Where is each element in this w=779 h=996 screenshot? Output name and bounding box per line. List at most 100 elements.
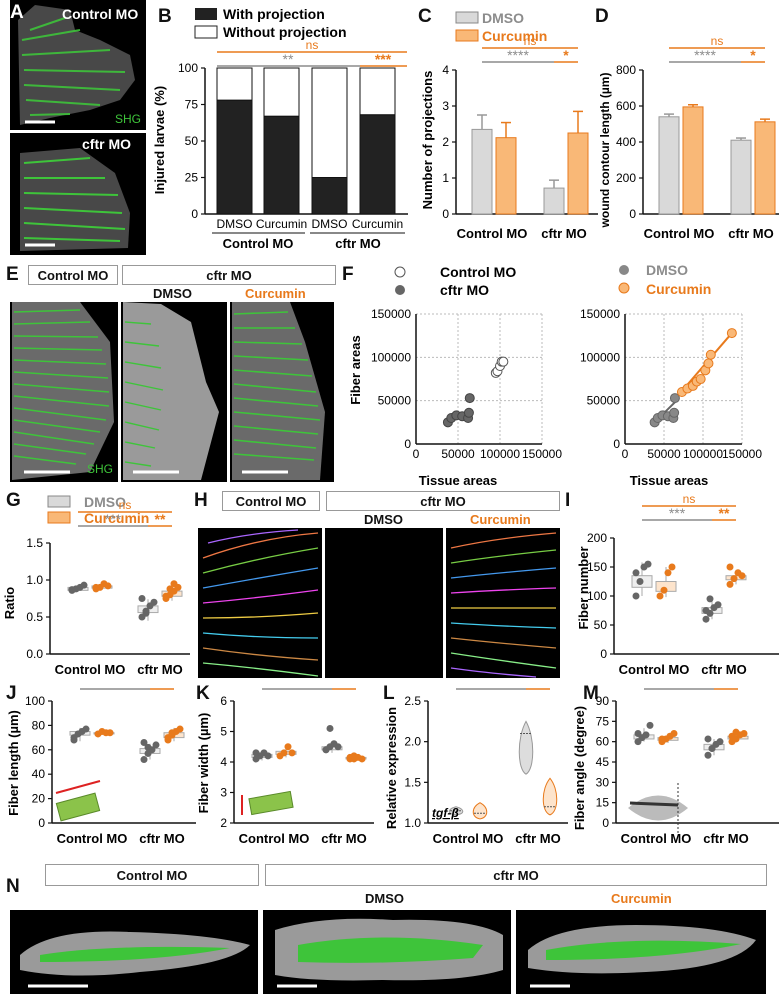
legend-with-swatch — [195, 8, 217, 20]
panel-m-label: M — [583, 683, 599, 704]
panel-n-image-3 — [516, 910, 766, 994]
data-point — [730, 575, 738, 583]
sig-1: **** — [507, 47, 529, 63]
data-point — [714, 601, 722, 609]
panel-k-chart: Fiber width (µm) 23456ns***Control MOcft… — [196, 683, 374, 846]
data-point — [170, 580, 178, 588]
panel-g-label: G — [6, 490, 21, 511]
panel-n-image-1 — [10, 910, 258, 994]
data-point — [660, 586, 668, 594]
panel-a-top-image — [10, 0, 146, 130]
gene-label: tgf-β — [432, 806, 459, 820]
y-tick-label: 75 — [596, 714, 610, 728]
sig-1: **** — [480, 683, 502, 690]
sig-2: * — [563, 47, 569, 63]
panel-c-chart: DMSO Curcumin Number of projections 0 1 2 3… — [420, 10, 598, 241]
panel-f-label: F — [342, 264, 354, 285]
panel-h-image-3 — [446, 528, 560, 678]
data-point — [106, 729, 114, 737]
panel-d-label: D — [595, 6, 609, 27]
y-tick-label: 6 — [220, 694, 227, 708]
panel-b-label: B — [158, 6, 172, 27]
legend-curcumin: Curcumin — [482, 28, 547, 44]
data-point — [358, 755, 366, 763]
fin-image-control — [12, 302, 114, 480]
sig-1: * — [294, 683, 300, 690]
y-tick-label: 20 — [32, 792, 46, 806]
x-group-label: Control MO — [621, 831, 692, 846]
y-tick-label: 2.0 — [404, 735, 421, 749]
data-point — [656, 592, 664, 600]
data-point — [144, 743, 152, 751]
data-point — [284, 743, 292, 751]
bar-curcumin — [682, 106, 704, 215]
data-point — [334, 743, 342, 751]
sig-1: **** — [694, 47, 716, 63]
x-tick-label: 0 — [413, 447, 420, 461]
bar-dmso — [543, 187, 565, 215]
legend-curcumin: Curcumin — [646, 281, 711, 297]
y-tick-label: 200 — [587, 531, 607, 545]
data-point — [264, 752, 272, 760]
sig-1: * — [676, 683, 682, 690]
data-point — [150, 598, 158, 606]
y-tick-label: 1.5 — [26, 536, 43, 550]
data-point — [252, 749, 260, 757]
data-point — [168, 729, 176, 737]
bar-without-projection — [311, 67, 348, 178]
x-group-label: cftr MO — [321, 831, 367, 846]
data-point — [632, 592, 640, 600]
data-point — [92, 583, 100, 591]
y-tick-label: 0.0 — [26, 647, 43, 661]
y-tick-label: 0 — [442, 207, 449, 221]
y-tick-label: 600 — [616, 99, 636, 113]
data-point — [669, 393, 680, 404]
y-tick-label: 4 — [442, 63, 449, 77]
panel-h-curcumin: Curcumin — [470, 512, 531, 527]
data-point — [68, 586, 76, 594]
sig-ns: ns — [683, 492, 696, 506]
sig-2: ** — [339, 683, 350, 690]
x-tick-label: DMSO — [217, 217, 253, 231]
panel-a-bottom-image — [10, 133, 146, 255]
x-group-label: Control MO — [433, 831, 504, 846]
y-tick-label: 1.0 — [404, 816, 421, 830]
data-point — [142, 609, 150, 617]
data-point — [70, 734, 78, 742]
y-tick-label: 4 — [220, 755, 227, 769]
data-point — [350, 752, 358, 760]
y-tick-label: 150000 — [371, 307, 411, 321]
data-point — [642, 731, 650, 739]
fiber-angle-icon — [628, 783, 688, 833]
fin-cross-section-dmso — [275, 918, 503, 988]
y-tick-label: 100 — [178, 61, 198, 75]
data-point — [726, 580, 734, 588]
panel-e-box-control: Control MO — [28, 265, 118, 285]
y-tick-label: 90 — [596, 694, 610, 708]
data-point — [738, 572, 746, 580]
x-tick-label: 0 — [622, 447, 629, 461]
y-label: Fiber areas — [348, 335, 363, 404]
x-group-label: Control MO — [223, 236, 294, 251]
x-group-label: cftr MO — [701, 662, 747, 677]
data-point — [326, 724, 334, 732]
bar-with-projection — [311, 177, 348, 215]
fiber-length-icon — [55, 780, 101, 822]
panel-n-image-2 — [263, 910, 511, 994]
y-tick-label: 3 — [220, 786, 227, 800]
y-label: wound contour length (µm) — [598, 73, 612, 229]
x-tick-label: 100000 — [683, 447, 723, 461]
sig-2: * — [723, 683, 729, 690]
x-group-label: Control MO — [619, 662, 690, 677]
y-tick-label: 75 — [185, 98, 199, 112]
y-tick-label: 45 — [596, 755, 610, 769]
y-label: Ratio — [2, 587, 17, 620]
data-point — [658, 735, 666, 743]
bar-curcumin — [495, 137, 517, 215]
panel-l-chart: Relative expression 1.01.52.02.5ns******… — [384, 683, 568, 846]
panel-a-top-caption: Control MO — [62, 6, 139, 22]
y-tick-label: 1.5 — [404, 775, 421, 789]
y-tick-label: 100 — [587, 589, 607, 603]
y-tick-label: 0 — [600, 647, 607, 661]
bar-dmso — [658, 116, 680, 215]
